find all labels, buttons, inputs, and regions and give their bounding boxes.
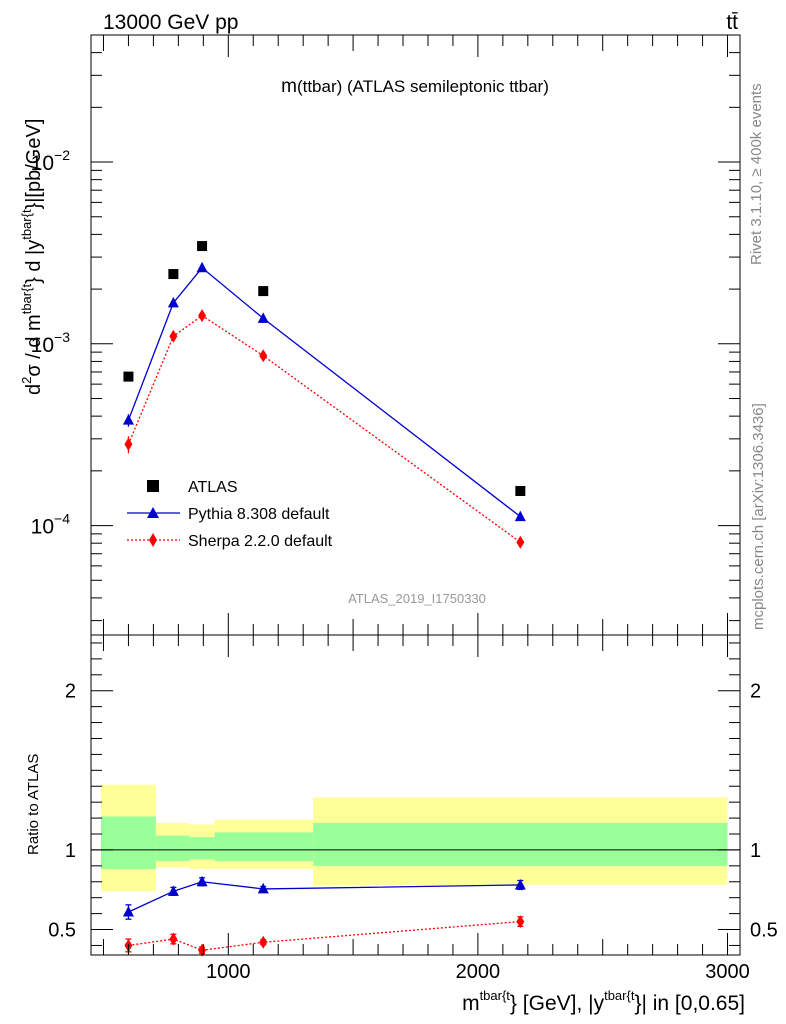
sherpa-point bbox=[169, 329, 178, 343]
ratio-marks bbox=[122, 875, 526, 957]
plot-title: m(ttbar) (ATLAS semileptonic ttbar) bbox=[281, 76, 549, 97]
sherpa-point bbox=[516, 535, 525, 549]
ratio-ytick-right-1: 1 bbox=[750, 840, 761, 862]
atlas-point bbox=[168, 269, 179, 280]
ratio-panel: Ratio to ATLAS 0.5 1 2 0.5 1 2 1000 2000… bbox=[25, 634, 778, 1015]
ratio-ticks bbox=[91, 635, 740, 955]
atlas-point bbox=[258, 286, 269, 297]
ratio-pythia-point bbox=[257, 882, 269, 894]
ratio-band-inner bbox=[100, 816, 156, 870]
ratio-band-inner bbox=[214, 832, 314, 862]
ratio-band-inner bbox=[313, 822, 728, 866]
legend-pythia-label: Pythia 8.308 default bbox=[188, 506, 330, 523]
pythia-point bbox=[122, 414, 134, 425]
xtick-label-1000: 1000 bbox=[206, 961, 251, 983]
ratio-tick-labels: 0.5 1 2 0.5 1 2 1000 2000 3000 bbox=[48, 681, 778, 983]
pythia-point bbox=[196, 261, 208, 273]
sherpa-point bbox=[198, 309, 207, 323]
ratio-pythia-line bbox=[128, 881, 521, 913]
ratio-band-inner bbox=[155, 835, 190, 862]
ratio-bands bbox=[91, 784, 740, 892]
analysis-watermark: ATLAS_2019_I1750330 bbox=[348, 591, 486, 606]
ratio-sherpa-point bbox=[259, 935, 268, 949]
ratio-ytick-left-2: 2 bbox=[65, 681, 76, 703]
ytick-label-1e-2: 10−2 bbox=[31, 147, 71, 175]
header-right: tt̄ bbox=[726, 11, 738, 34]
legend: ATLAS Pythia 8.308 default Sherpa 2.2.0 … bbox=[127, 479, 333, 550]
pythia-point bbox=[257, 312, 269, 323]
ratio-sherpa-point bbox=[516, 915, 525, 929]
ytick-label-1e-3: 10−3 bbox=[31, 329, 71, 357]
ratio-sherpa-line bbox=[128, 920, 521, 951]
ratio-ytick-right-0.5: 0.5 bbox=[750, 920, 778, 942]
legend-pythia-marker bbox=[147, 507, 159, 518]
ratio-pythia-point bbox=[196, 875, 208, 887]
ytick-label-1e-4: 10−4 bbox=[31, 511, 71, 539]
ratio-ytick-left-0.5: 0.5 bbox=[48, 920, 76, 942]
main-ytick-labels: 10−4 10−3 10−2 bbox=[31, 147, 71, 539]
xtick-label-2000: 2000 bbox=[456, 961, 501, 983]
main-panel: m(ttbar) (ATLAS semileptonic ttbar) ATLA… bbox=[19, 34, 741, 636]
ratio-ytick-right-2: 2 bbox=[750, 681, 761, 703]
pythia-point bbox=[167, 296, 179, 308]
main-ylabel: d2σ / d mtbar{t} d |ytbar{t}|[pb/GeV] bbox=[19, 119, 45, 395]
sherpa-point bbox=[124, 437, 133, 451]
ratio-sherpa-point bbox=[169, 932, 178, 946]
legend-sherpa-marker bbox=[149, 533, 157, 547]
atlas-point bbox=[197, 241, 208, 252]
ratio-ytick-left-1: 1 bbox=[65, 840, 76, 862]
rivet-version-label: Rivet 3.1.10, ≥ 400k events bbox=[748, 83, 765, 265]
legend-sherpa-label: Sherpa 2.2.0 default bbox=[188, 533, 333, 550]
ratio-frame bbox=[90, 634, 741, 956]
legend-atlas-label: ATLAS bbox=[188, 479, 238, 496]
main-ticks bbox=[91, 34, 740, 635]
atlas-point bbox=[515, 485, 526, 496]
ratio-pythia-point bbox=[167, 885, 179, 896]
ratio-pythia-point bbox=[122, 906, 134, 917]
mcplots-label: mcplots.cern.ch [arXiv:1306.3436] bbox=[750, 403, 767, 630]
pythia-point bbox=[514, 510, 526, 522]
ratio-sherpa-point bbox=[198, 943, 207, 957]
ratio-pythia-point bbox=[514, 878, 526, 890]
xtick-label-3000: 3000 bbox=[705, 961, 750, 983]
ratio-ylabel: Ratio to ATLAS bbox=[25, 754, 42, 855]
legend-atlas-marker bbox=[147, 480, 159, 492]
ratio-band-inner bbox=[189, 837, 215, 860]
sherpa-point bbox=[259, 349, 268, 363]
x-axis-label: mtbar{t} [GeV], |ytbar{t}| in [0,0.65] bbox=[462, 988, 745, 1015]
main-marks bbox=[122, 241, 526, 549]
header-left: 13000 GeV pp bbox=[103, 11, 238, 34]
atlas-point bbox=[123, 371, 134, 382]
